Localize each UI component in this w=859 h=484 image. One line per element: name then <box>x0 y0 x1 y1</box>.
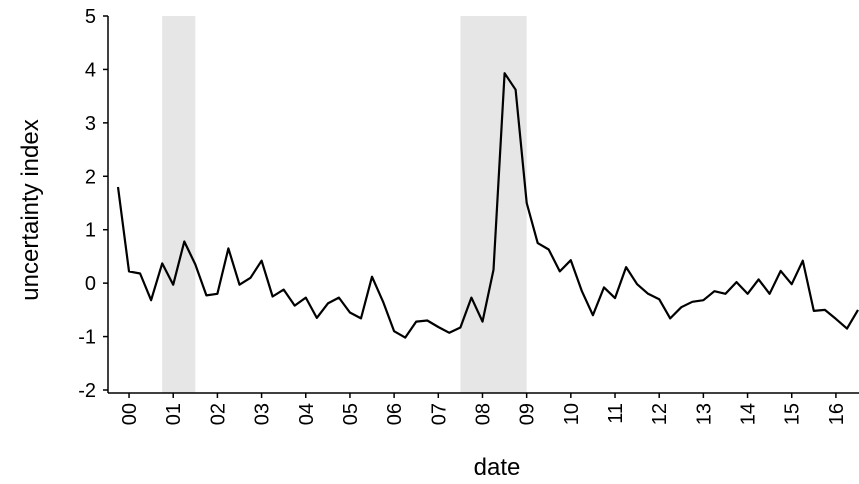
x-tick-label: 16 <box>826 403 848 425</box>
x-tick-label: 07 <box>428 403 450 425</box>
x-tick-label: 11 <box>605 403 627 424</box>
x-tick-label: 06 <box>384 403 406 425</box>
y-tick-label: 0 <box>85 273 96 295</box>
y-tick-label: 1 <box>85 220 96 242</box>
shaded-span <box>460 16 527 393</box>
y-axis-label: uncertainty index <box>17 119 44 300</box>
x-tick-label: 02 <box>207 403 229 425</box>
x-axis-label: date <box>474 454 521 481</box>
y-tick-label: -1 <box>78 327 96 349</box>
x-tick-label: 13 <box>693 403 715 425</box>
x-tick-label: 09 <box>517 403 539 425</box>
x-tick-label: 12 <box>649 403 671 425</box>
y-tick-label: -2 <box>78 380 96 402</box>
x-tick-label: 14 <box>738 403 760 425</box>
x-tick-label: 10 <box>561 403 583 425</box>
shaded-span <box>162 16 196 393</box>
x-tick-label: 01 <box>163 403 185 425</box>
x-tick-label: 05 <box>340 403 362 425</box>
x-tick-label: 15 <box>782 403 804 425</box>
x-tick-label: 03 <box>252 403 274 425</box>
y-tick-label: 4 <box>85 59 96 81</box>
x-tick-label: 08 <box>472 403 494 425</box>
x-tick-label: 00 <box>119 403 141 425</box>
y-tick-label: 2 <box>85 166 96 188</box>
data-line <box>116 72 859 339</box>
x-tick-label: 04 <box>296 403 318 425</box>
y-tick-label: 3 <box>85 113 96 135</box>
y-tick-label: 5 <box>85 6 96 28</box>
